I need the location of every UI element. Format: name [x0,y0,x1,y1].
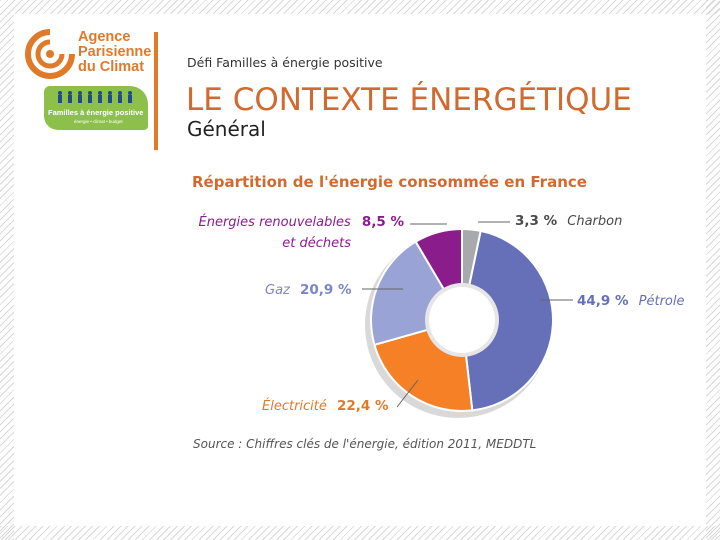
page-title: LE CONTEXTE ÉNERGÉTIQUE [186,82,632,118]
label-petrole: 44,9 % Pétrole [577,290,684,309]
section-title: Général [187,117,266,141]
hatch-border-right [706,0,720,540]
spiral-icon [25,29,75,79]
program-subtitle: Défi Familles à énergie positive [187,55,383,70]
donut-hole [429,287,495,353]
label-gaz: Gaz 20,9 % [265,279,352,298]
label-charbon: 3,3 % Charbon [515,210,622,229]
chart-title: Répartition de l'énergie consommée en Fr… [192,173,587,191]
agence-parisienne-logo: Agence Parisienne du Climat Familles à é… [22,22,162,152]
hatch-border-bottom [0,526,720,540]
label-renouvelables: Énergies renouvelables 8,5 % [199,211,405,230]
leader-line-electricite [396,379,419,408]
slice-petrole [460,229,554,412]
badge-title: Familles à énergie positive [48,108,144,117]
hatch-border-left [0,0,14,540]
people-icon [58,91,132,103]
logo-line-2: Parisienne [78,44,152,60]
familles-badge: Familles à énergie positive énergie • cl… [44,86,148,130]
label-renouvelables-line2: et déchets [282,236,351,251]
label-electricite: Électricité 22,4 % [262,395,389,414]
logo-text: Agence Parisienne du Climat [78,30,151,75]
logo-line-3: du Climat [78,59,145,75]
hatch-border-top [0,0,720,14]
logo-divider [154,32,158,150]
logo-line-1: Agence [78,29,131,45]
badge-subtitle: énergie • climat • budget [74,119,123,124]
chart-source: Source : Chiffres clés de l'énergie, édi… [193,437,537,451]
